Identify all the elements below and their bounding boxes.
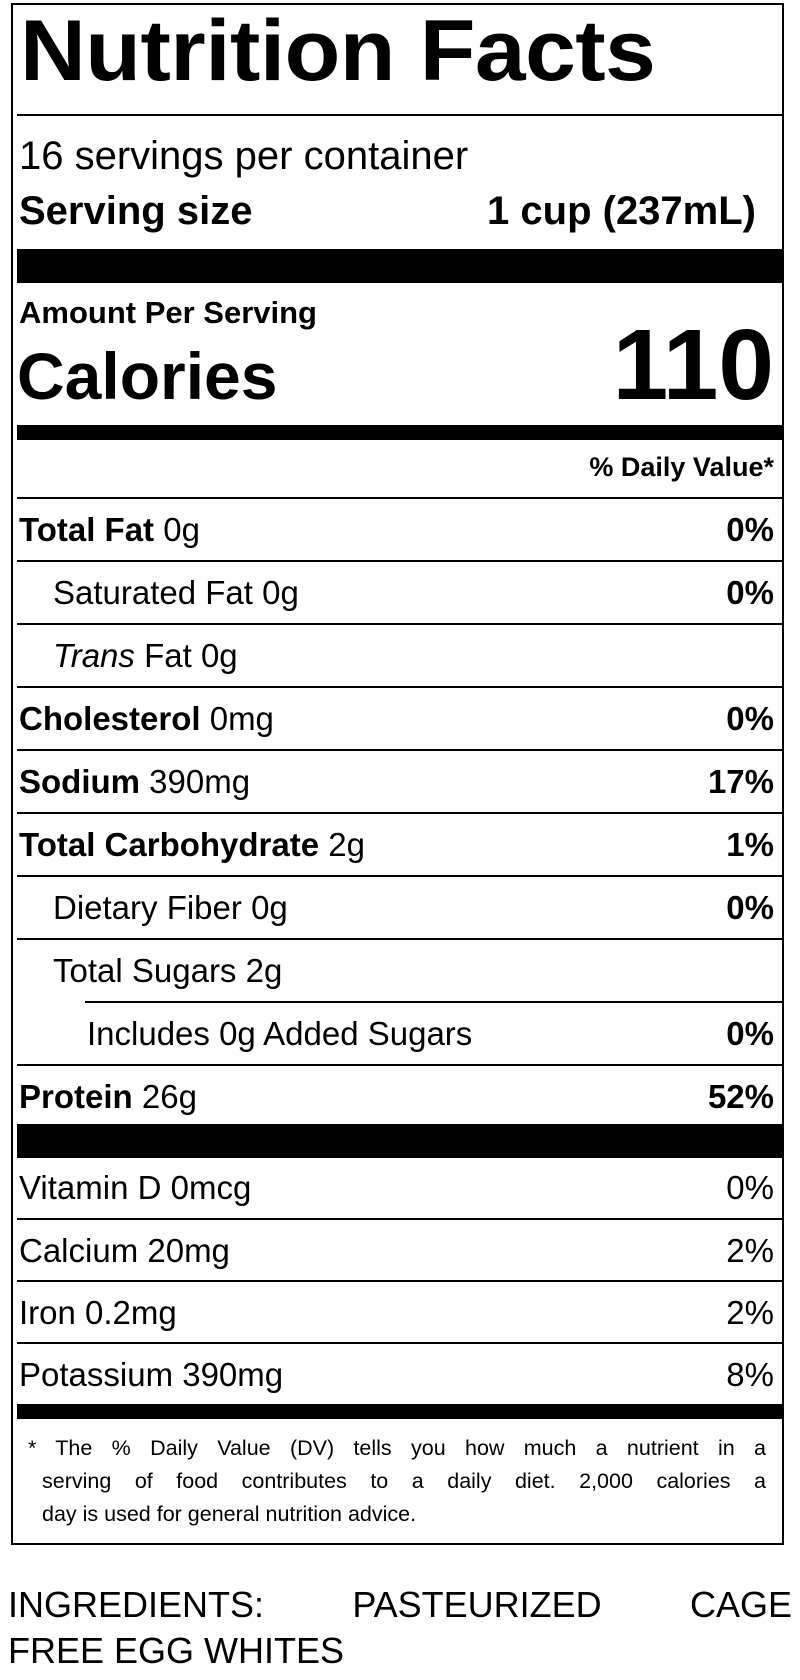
nutrient-daily-value: 1%	[726, 825, 774, 863]
nutrient-amount: 0mg	[209, 699, 274, 737]
vitamin-row: Potassium 390mg 8%	[17, 1342, 783, 1405]
ingredients: INGREDIENTS: PASTEURIZED CAGE FREE EGG W…	[8, 1582, 792, 1674]
label-title: Nutrition Facts	[20, 3, 656, 99]
vitamin-name: Vitamin D 0mcg	[19, 1168, 252, 1206]
vitamin-name: Calcium 20mg	[19, 1231, 230, 1269]
nutrient-name: Total Carbohydrate 2g	[17, 826, 365, 864]
nutrient-row: Total Sugars 2g	[17, 938, 783, 1001]
nutrient-daily-value: 0%	[726, 699, 774, 737]
nutrient-name: Total Sugars 2g	[17, 952, 282, 990]
nutrient-row: Sodium 390mg 17%	[17, 749, 783, 812]
nutrient-daily-value: 17%	[707, 762, 774, 800]
nutrient-row: Dietary Fiber 0g 0%	[17, 875, 783, 938]
nutrient-name: Total Fat 0g	[17, 511, 200, 549]
amount-per-serving: Amount Per Serving	[19, 295, 317, 330]
nutrient-row: Cholesterol 0mg 0%	[17, 686, 783, 749]
nutrient-amount: 0g	[163, 510, 200, 548]
vitamin-daily-value: 2%	[726, 1231, 774, 1269]
daily-value-header: % Daily Value*	[589, 452, 774, 482]
nutrient-label: Includes 0g Added Sugars	[87, 1014, 473, 1052]
ingredients-line: INGREDIENTS: PASTEURIZED CAGE	[8, 1584, 792, 1625]
vitamin-row: Vitamin D 0mcg 0%	[17, 1156, 783, 1219]
nutrient-label: Fat	[144, 636, 192, 674]
divider	[17, 114, 783, 116]
nutrient-label: Sodium	[19, 762, 140, 800]
nutrient-amount: 0g	[251, 888, 288, 926]
medium-divider	[17, 1404, 783, 1419]
nutrient-amount: 0g	[200, 636, 238, 674]
serving-size: Serving size 1 cup (237mL)	[19, 189, 756, 234]
footnote-line: day is used for general nutrition advice…	[42, 1502, 417, 1526]
thick-divider	[17, 1124, 783, 1158]
nutrient-name: Saturated Fat 0g	[17, 574, 299, 612]
footnote-line: * The % Daily Value (DV) tells you how m…	[28, 1436, 766, 1460]
serving-size-value: 1 cup (237mL)	[487, 189, 756, 233]
nutrient-label: Saturated Fat	[53, 573, 253, 611]
nutrient-label: Dietary Fiber	[53, 888, 242, 926]
nutrient-daily-value: 0%	[726, 1014, 774, 1052]
vitamin-row: Iron 0.2mg 2%	[17, 1280, 783, 1343]
nutrient-name: Trans Fat 0g	[17, 637, 238, 675]
nutrient-row: Protein 26g 52%	[17, 1064, 783, 1127]
nutrient-daily-value: 0%	[726, 573, 774, 611]
nutrient-amount: 2g	[328, 825, 365, 863]
serving-size-label: Serving size	[19, 189, 253, 233]
nutrient-daily-value: 52%	[707, 1077, 774, 1115]
footnote: * The % Daily Value (DV) tells you how m…	[28, 1432, 766, 1531]
thick-divider	[17, 249, 783, 283]
vitamin-daily-value: 0%	[726, 1168, 774, 1206]
nutrient-row: Includes 0g Added Sugars 0%	[85, 1001, 783, 1064]
nutrition-facts-label	[11, 3, 784, 1545]
nutrient-amount: 26g	[141, 1077, 197, 1115]
ingredients-line: FREE EGG WHITES	[8, 1630, 345, 1671]
nutrient-amount: 2g	[245, 951, 283, 989]
nutrient-row: Trans Fat 0g	[17, 623, 783, 686]
calories-value: 110	[612, 309, 774, 421]
nutrient-name: Includes 0g Added Sugars	[85, 1015, 472, 1053]
nutrient-label: Total Carbohydrate	[19, 825, 320, 863]
calories-label: Calories	[17, 339, 278, 413]
nutrient-row: Total Carbohydrate 2g 1%	[17, 812, 783, 875]
nutrient-name: Protein 26g	[17, 1078, 197, 1116]
nutrient-amount: 0g	[262, 573, 299, 611]
vitamin-name: Iron 0.2mg	[19, 1293, 177, 1331]
nutrient-name: Sodium 390mg	[17, 763, 250, 801]
vitamin-daily-value: 8%	[726, 1355, 774, 1393]
nutrient-row: Saturated Fat 0g 0%	[17, 560, 783, 623]
nutrient-row: Total Fat 0g 0%	[17, 497, 783, 560]
nutrient-label: Protein	[19, 1077, 133, 1115]
nutrient-label: Total Fat	[19, 510, 155, 548]
nutrient-amount: 390mg	[149, 762, 251, 800]
vitamin-name: Potassium 390mg	[19, 1355, 284, 1393]
nutrient-name: Cholesterol 0mg	[17, 700, 274, 738]
nutrient-daily-value: 0%	[726, 510, 774, 548]
servings-per-container: 16 servings per container	[19, 134, 469, 178]
nutrient-label: Cholesterol	[19, 699, 201, 737]
nutrient-name: Dietary Fiber 0g	[17, 889, 288, 927]
footnote-line: serving of food contributes to a daily d…	[42, 1469, 766, 1493]
vitamin-daily-value: 2%	[726, 1293, 774, 1331]
nutrient-daily-value: 0%	[726, 888, 774, 926]
nutrient-label: Total Sugars	[53, 951, 237, 989]
medium-divider	[17, 425, 783, 440]
vitamin-row: Calcium 20mg 2%	[17, 1218, 783, 1281]
nutrient-name-italic: Trans	[53, 636, 135, 674]
